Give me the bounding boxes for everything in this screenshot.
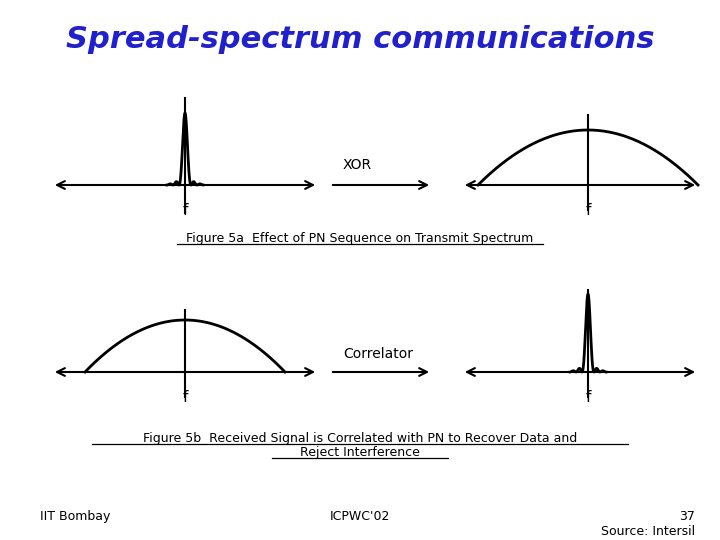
Text: Source: Intersil: Source: Intersil (601, 525, 695, 538)
Text: f: f (182, 390, 188, 405)
Text: f: f (585, 390, 590, 405)
Text: ICPWC'02: ICPWC'02 (330, 510, 390, 523)
Text: Reject Interference: Reject Interference (300, 446, 420, 459)
Text: f: f (182, 203, 188, 218)
Text: Figure 5b  Received Signal is Correlated with PN to Recover Data and: Figure 5b Received Signal is Correlated … (143, 432, 577, 445)
Text: 37: 37 (679, 510, 695, 523)
Text: IIT Bombay: IIT Bombay (40, 510, 110, 523)
Text: Figure 5a  Effect of PN Sequence on Transmit Spectrum: Figure 5a Effect of PN Sequence on Trans… (186, 232, 534, 245)
Text: Correlator: Correlator (343, 347, 413, 361)
Text: f: f (585, 203, 590, 218)
Text: XOR: XOR (343, 158, 372, 172)
Text: Spread-spectrum communications: Spread-spectrum communications (66, 25, 654, 54)
